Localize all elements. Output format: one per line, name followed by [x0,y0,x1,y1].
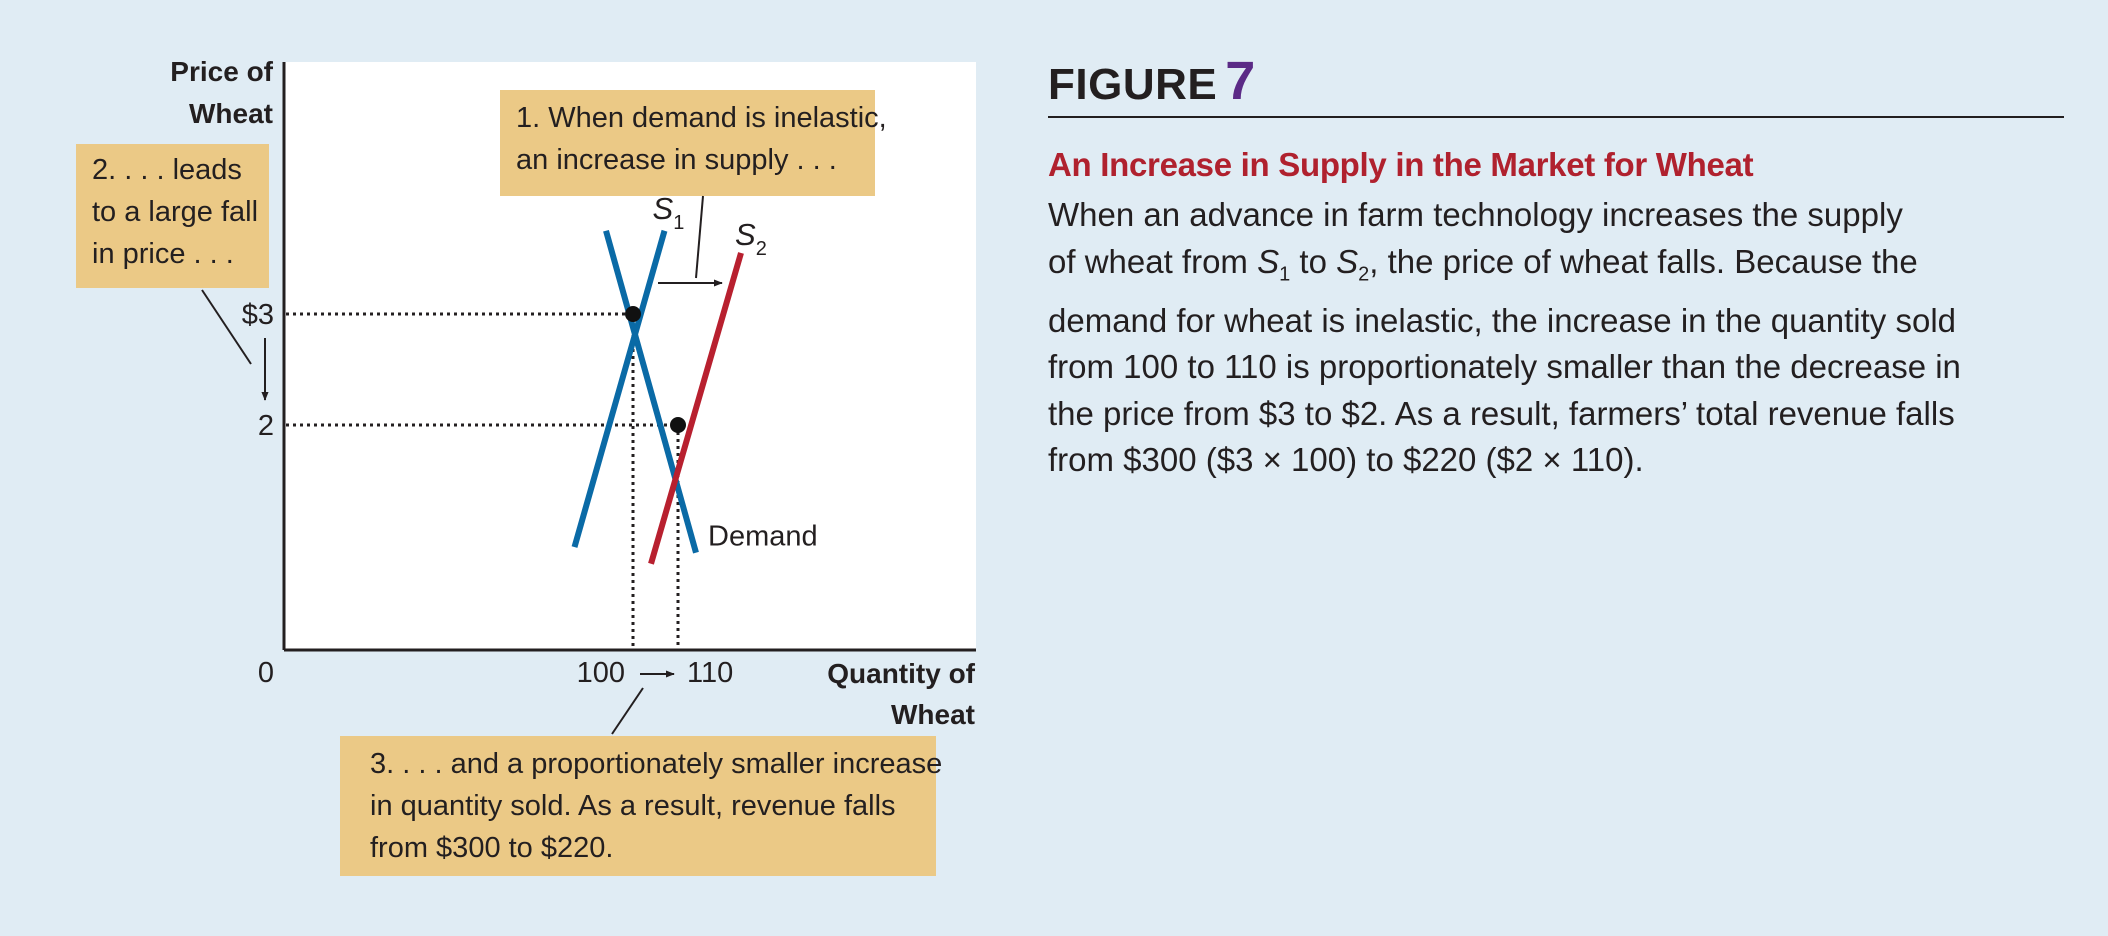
equilibrium-point [625,306,641,322]
quantity-annotation-line-3: from $300 to $220. [370,832,613,864]
s1-curve-label: S1 [653,191,685,234]
figure-title: An Increase in Supply in the Market for … [1048,146,1754,183]
supply-annotation-line-2: an increase in supply . . . [516,144,837,176]
caption-line: from $300 ($3 × 100) to $220 ($2 × 110). [1048,441,1644,479]
price-annotation-line-3: in price . . . [92,238,234,270]
figure-number: 7 [1225,51,1256,111]
y-tick-label: 2 [258,410,274,442]
s2-curve-label: S2 [735,217,767,260]
caption-line: from 100 to 110 is proportionately small… [1048,348,1961,386]
price-annotation-box [76,144,269,288]
caption-line: the price from $3 to $2. As a result, fa… [1048,394,1955,432]
figure-caption: When an advance in farm technology incre… [1048,192,2088,484]
demand-curve [603,229,699,554]
y-tick-label: $3 [242,299,274,331]
supply-demand-chart: 1. When demand is inelastic, an increase… [76,56,976,876]
origin-label: 0 [258,657,274,689]
equilibrium-points [625,306,686,433]
curves-layer: Demand S1 S2 [571,191,818,565]
quantity-annotation-box [340,736,936,876]
axis-ticks: $3 2 100 110 [242,299,734,689]
equilibrium-point [670,417,686,433]
price-annotation-line-1: 2. . . . leads [92,154,242,186]
x-axis-title-line-1: Quantity of [827,658,975,689]
quantity-annotation-line-1: 3. . . . and a proportionately smaller i… [370,748,942,780]
caption-line: of wheat from S1 to S2, the price of whe… [1048,242,1918,286]
supply-annotation-leader [695,195,704,279]
price-annotation-line-2: to a large fall [92,196,258,228]
x-tick-label: 100 [577,657,625,689]
supply-annotation-box [500,90,875,196]
quantity-annotation-line-2: in quantity sold. As a result, revenue f… [370,790,896,822]
figure-header: FIGURE 7 [1048,50,2064,118]
y-axis-title-line-2: Wheat [189,98,273,129]
s2-curve [648,252,744,565]
caption-line: demand for wheat is inelastic, the incre… [1048,301,1957,339]
figure-label: FIGURE [1048,60,1218,109]
supply-annotation-line-1: 1. When demand is inelastic, [516,102,887,134]
x-tick-label: 110 [687,657,733,689]
y-axis-title-line-1: Price of [170,56,273,87]
quantity-annotation-leader [611,687,644,735]
x-axis-title-line-2: Wheat [891,699,975,730]
s1-curve [571,229,668,548]
price-annotation-leader [201,289,252,365]
demand-curve-label: Demand [708,521,818,553]
caption-line: When an advance in farm technology incre… [1048,196,1903,233]
